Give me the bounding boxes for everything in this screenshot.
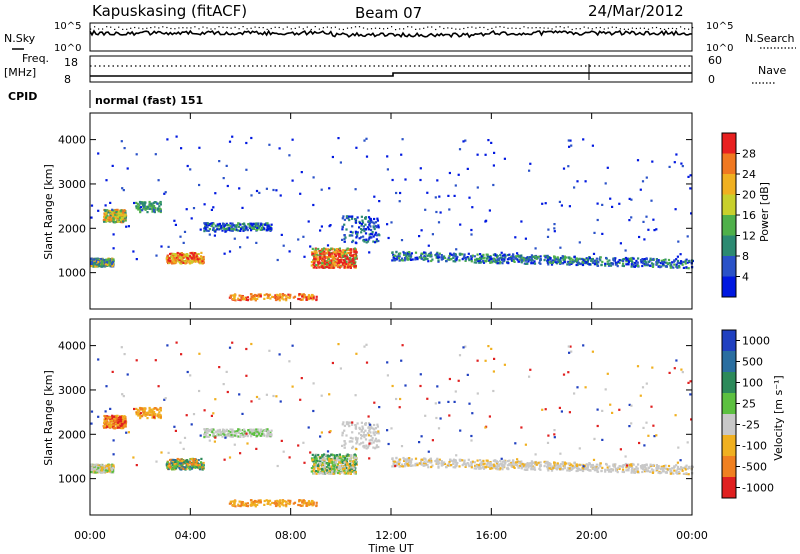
power-y-axis: 1000 2000 3000 4000 [58,134,692,280]
power-colorbar: 4 8 12 16 20 24 28 [721,132,756,298]
freq-tick-top: 18 [64,56,78,69]
vel-cbar-tick-5: -100 [742,440,767,453]
cpid-row: CPID normal (fast) 151 [8,90,203,108]
vel-cbar-swatch-7 [722,477,736,499]
velocity-y-axis: 1000 2000 3000 4000 [58,340,692,486]
power-cbar-swatch-1 [722,153,736,175]
power-colorbar-label: Power [dB] [758,182,771,242]
velocity-colorbar-label: Velocity [m s⁻¹] [772,375,785,460]
x-tick-1: 04:00 [174,529,206,542]
vel-cbar-tick-4: -25 [742,419,760,432]
vel-cbar-swatch-6 [722,456,736,478]
velocity-scatter [90,341,694,508]
power-yticks-tick-3: 4000 [58,134,86,147]
vel-cbar-tick-1: 500 [742,356,763,369]
freq-label: Freq. [22,52,49,65]
velocity-ylabel: Slant Range [km] [42,370,55,466]
velocity-panel: 1000 2000 3000 4000 Slant Range [km] [42,318,694,516]
nsearch-label: N.Search [745,32,795,45]
power-cbar-tick-2: 12 [742,230,756,243]
nsky-tick-top: 10^5 [54,21,81,32]
vel-yticks-tick-0: 1000 [58,473,86,486]
x-tick-5: 20:00 [576,529,608,542]
power-cbar-tick-1: 8 [742,250,749,263]
nave-tick-top: 60 [708,54,722,67]
vel-yticks-tick-2: 3000 [58,384,86,397]
vel-cbar-tick-6: -500 [742,461,767,474]
date-title: 24/Mar/2012 [588,2,684,20]
freq-unit: [MHz] [4,66,36,79]
power-cbar-tick-4: 20 [742,189,756,202]
power-cbar-swatch-2 [722,174,736,195]
nsearch-tick-top: 10^5 [706,21,733,32]
nsky-trace [89,26,694,39]
vel-cbar-tick-0: 1000 [742,335,770,348]
power-cbar-swatch-7 [722,276,736,298]
power-yticks-tick-2: 3000 [58,178,86,191]
power-cbar-swatch-0 [722,133,736,154]
x-tick-2: 08:00 [275,529,307,542]
cpid-label: CPID [8,90,37,103]
power-cbar-tick-0: 4 [742,271,749,284]
nsky-label: N.Sky [4,32,36,45]
station-title: Kapuskasing (fitACF) [92,2,247,20]
vel-cbar-swatch-0 [722,330,736,352]
power-ylabel: Slant Range [km] [42,164,55,260]
power-cbar-swatch-6 [722,256,736,277]
nsearch-tick-bottom: 10^0 [706,43,733,54]
vel-yticks-tick-1: 2000 [58,428,86,441]
freq-strip: Freq. [MHz] 18 8 60 0 Nave [4,52,786,86]
x-axis-label: Time UT [367,542,413,554]
vel-cbar-tick-3: 25 [742,398,756,411]
nave-tick-bottom: 0 [708,73,715,86]
x-tick-0: 00:00 [74,529,106,542]
beam-title: Beam 07 [355,4,422,22]
power-cbar-swatch-3 [722,194,736,216]
vel-cbar-swatch-5 [722,435,736,457]
power-scatter [90,135,694,302]
vel-cbar-swatch-1 [722,351,736,373]
vel-cbar-swatch-4 [722,414,736,436]
power-yticks-tick-0: 1000 [58,267,86,280]
power-cbar-swatch-4 [722,215,736,236]
vel-cbar-tick-2: 100 [742,377,763,390]
power-cbar-tick-6: 28 [742,148,756,161]
nsky-tick-bottom: 10^0 [54,43,81,54]
power-yticks-tick-1: 2000 [58,222,86,235]
power-cbar-tick-5: 24 [742,168,756,181]
vel-cbar-swatch-3 [722,393,736,415]
vel-cbar-tick-7: -1000 [742,482,774,495]
power-cbar-swatch-5 [722,235,736,257]
power-cbar-tick-3: 16 [742,209,756,222]
cpid-value: normal (fast) 151 [95,94,203,107]
vel-cbar-swatch-2 [722,372,736,394]
velocity-colorbar: 1000 500 100 25 -25 -100 -500 -1000 [721,329,774,499]
x-tick-4: 16:00 [475,529,507,542]
power-panel: 1000 2000 3000 4000 Slant Range [km] [42,112,694,310]
x-axis: 00:00 04:00 08:00 12:00 16:00 20:00 00:00 [74,113,708,542]
x-tick-3: 12:00 [375,529,407,542]
nsky-strip: N.Sky 10^5 10^0 10^5 10^0 N.Search [4,21,796,54]
x-tick-6: 00:00 [676,529,708,542]
vel-yticks-tick-3: 4000 [58,340,86,353]
freq-tick-bottom: 8 [64,73,71,86]
nave-label: Nave [758,64,786,77]
